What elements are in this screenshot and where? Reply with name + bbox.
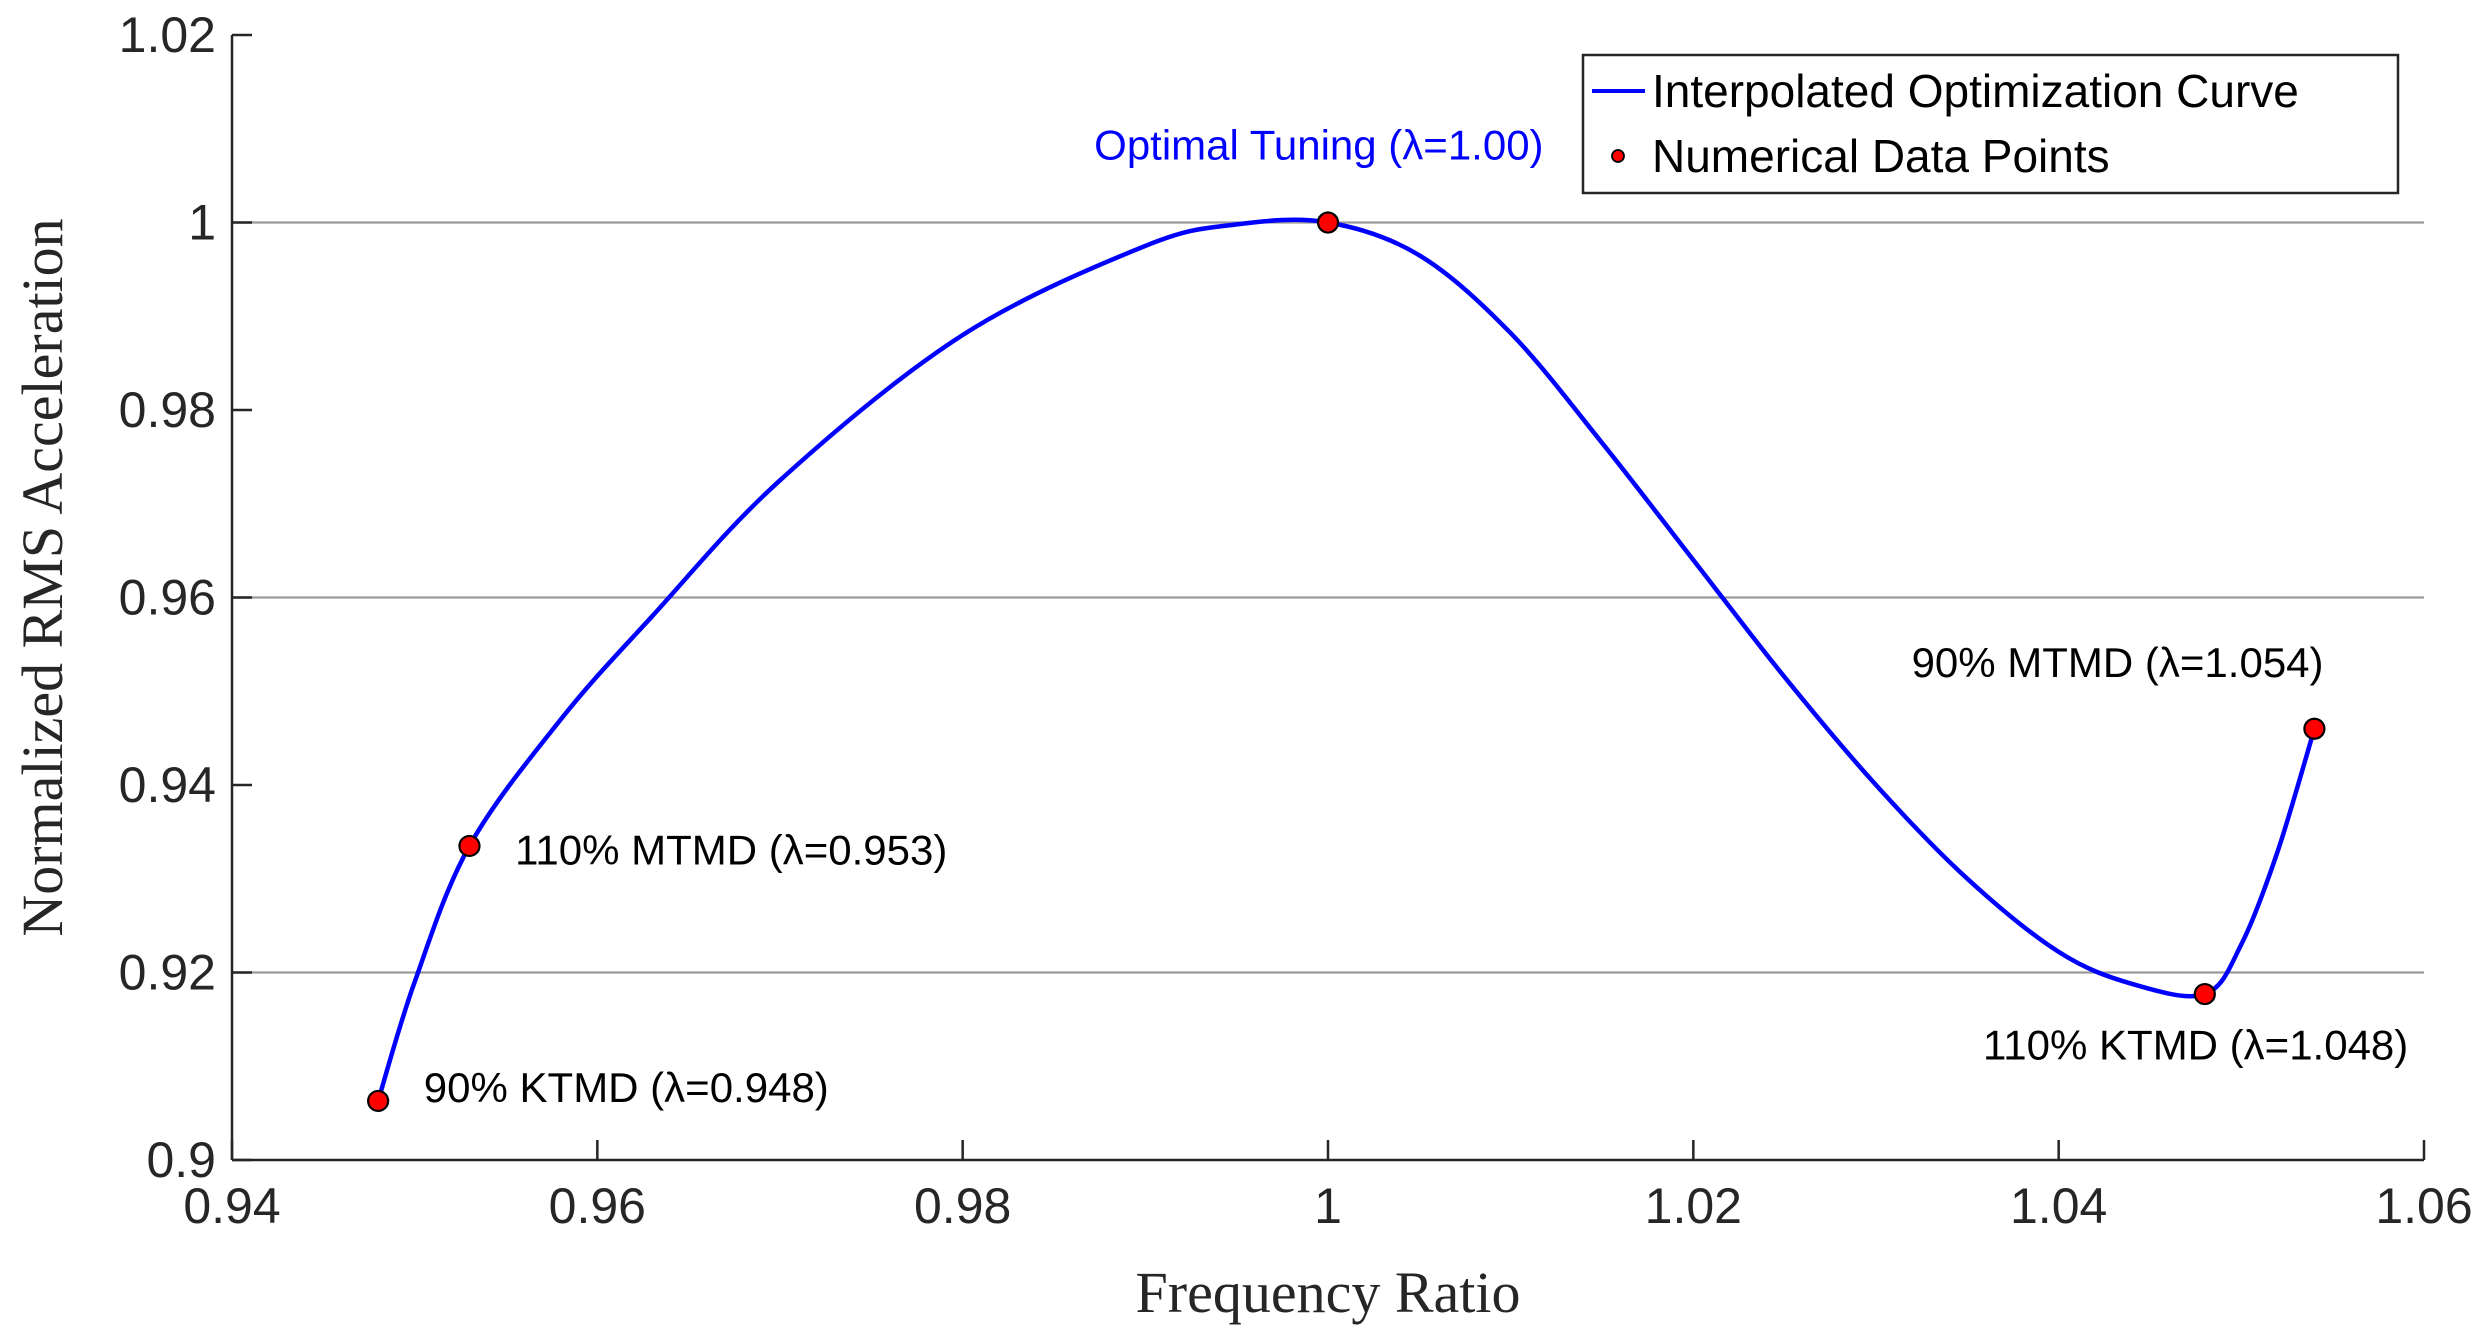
x-tick-label-0: 0.94 [183,1178,280,1234]
annotation-0: Optimal Tuning (λ=1.00) [1094,122,1543,169]
y-tick-label-1: 0.92 [119,945,216,1001]
x-tick-label-6: 1.06 [2375,1178,2472,1234]
x-tick-label-5: 1.04 [2010,1178,2107,1234]
data-point-0 [367,1089,390,1113]
y-tick-label-2: 0.94 [119,757,216,813]
y-tick-label-4: 0.98 [119,382,216,438]
annotations: Optimal Tuning (λ=1.00) 110% MTMD (λ=0.95… [424,122,2408,1111]
data-point-2 [1316,211,1340,234]
x-tick-label-4: 1.02 [1645,1178,1742,1234]
x-tick-label-1: 0.96 [549,1178,646,1234]
legend-box [1581,53,2400,195]
legend-entry-points: Numerical Data Points [1652,130,2110,182]
x-axis-label: Frequency Ratio [1136,1260,1521,1325]
annotation-2: 90% KTMD (λ=0.948) [424,1064,829,1111]
x-axis-ticks: 0.94 0.96 0.98 1 1.02 1.04 1.06 [183,1140,2473,1234]
data-point-1 [458,834,481,858]
y-axis-ticks: 0.9 0.92 0.94 0.96 0.98 1 1.02 [119,7,252,1188]
legend-entry-curve: Interpolated Optimization Curve [1652,65,2299,117]
y-tick-label-5: 1 [188,195,216,251]
annotation-4: 110% KTMD (λ=1.048) [1983,1022,2408,1069]
annotation-1: 110% MTMD (λ=0.953) [515,827,947,874]
optimization-curve-line [375,217,2317,1102]
y-axis-label: Normalized RMS Acceleration [10,218,75,936]
x-tick-label-3: 1 [1314,1178,1342,1234]
annotation-3: 90% MTMD (λ=1.054) [1912,639,2324,686]
legend-marker-swatch [1611,149,1625,163]
legend: Interpolated Optimization Curve Numerica… [1581,53,2400,195]
data-point-4 [2303,717,2326,740]
data-point-3 [2193,982,2216,1006]
y-tick-label-0: 0.9 [146,1132,216,1188]
curve-series [375,217,2317,1102]
data-points-series [367,211,2326,1113]
x-tick-label-2: 0.98 [914,1178,1011,1234]
y-tick-label-3: 0.96 [119,570,216,626]
y-tick-label-6: 1.02 [119,7,216,63]
